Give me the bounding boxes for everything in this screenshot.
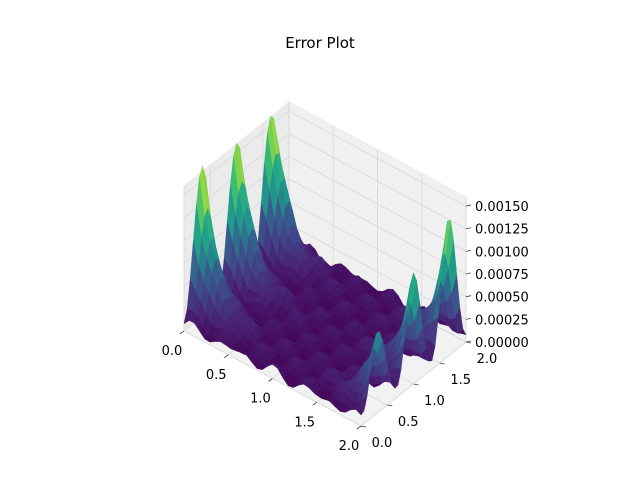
grid-line-z	[183, 110, 467, 207]
y-tick-label: 0.5	[398, 415, 419, 430]
x-axis-ticks: 0.0 0.5 1.0 1.5 2.0	[162, 330, 362, 454]
y-tick-mark	[387, 404, 393, 407]
x-tick-label: 0.0	[162, 344, 183, 359]
z-tick-mark	[465, 204, 472, 207]
y-tick-label: 0.0	[372, 436, 393, 451]
y-tick-label: 2.0	[477, 352, 498, 367]
x-tick-label: 1.0	[250, 392, 271, 407]
z-tick-label: 0.00075	[475, 268, 529, 283]
x-tick-label: 2.0	[339, 439, 360, 454]
y-tick-mark	[413, 383, 419, 386]
z-tick-label: 0.00100	[475, 245, 529, 260]
x-tick-label: 0.5	[206, 368, 227, 383]
x-tick-mark	[356, 425, 362, 430]
surface-patch	[355, 407, 365, 416]
y-axis-ticks: 0.0 0.5 1.0 1.5 2.0	[360, 341, 498, 451]
y-tick-label: 1.0	[424, 394, 445, 409]
z-tick-label: 0.00025	[475, 313, 529, 328]
z-tick-label: 0.00050	[475, 291, 529, 306]
error-surface	[183, 116, 467, 416]
z-tick-label: 0.00125	[475, 223, 529, 238]
z-tick-mark	[465, 249, 472, 252]
x-tick-mark	[268, 378, 273, 382]
grid-line-z	[183, 178, 467, 275]
z-tick-mark	[465, 272, 472, 275]
z-tick-mark	[465, 340, 472, 343]
z-tick-label: 0.00000	[475, 336, 529, 351]
z-axis-ticks: 0.00000 0.00025 0.00050 0.00075 0.00100 0.001…	[465, 200, 529, 351]
x-tick-label: 1.5	[294, 415, 315, 430]
x-tick-mark	[179, 330, 185, 335]
grid-line-z	[183, 155, 467, 252]
z-tick-mark	[465, 227, 472, 230]
z-tick-mark	[465, 295, 472, 298]
z-tick-mark	[465, 317, 472, 320]
y-tick-mark	[360, 425, 367, 428]
x-tick-mark	[224, 354, 229, 359]
y-tick-label: 1.5	[450, 373, 471, 388]
y-tick-mark	[439, 362, 445, 365]
x-tick-mark	[312, 401, 317, 406]
z-tick-label: 0.00150	[475, 200, 529, 215]
chart-title: Error Plot	[285, 34, 355, 52]
grid-line-z	[183, 133, 467, 230]
